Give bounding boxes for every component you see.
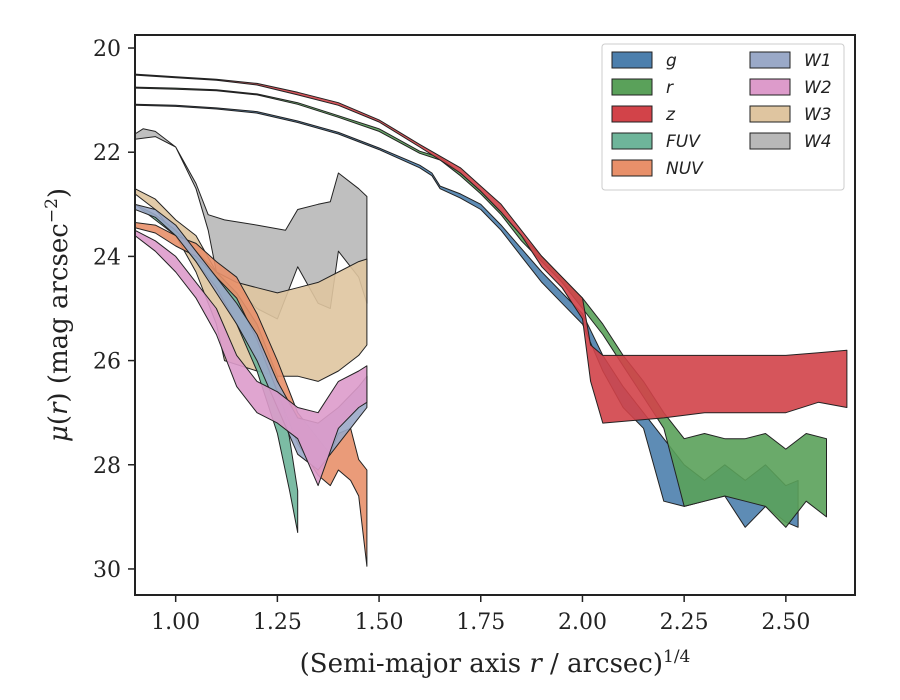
x-tick-label: 1.25 (253, 610, 302, 635)
legend-label-w4: W4 (804, 132, 832, 152)
y-tick-label: 20 (93, 37, 121, 62)
x-axis-label: (Semi-major axis r / arcsec)1/4 (300, 647, 691, 679)
x-tick-label: 2.00 (558, 610, 607, 635)
x-tick-label: 2.25 (660, 610, 709, 635)
legend-label-w3: W3 (804, 105, 832, 125)
legend-swatch-g (611, 51, 653, 69)
band-w2 (135, 229, 368, 487)
y-axis-ticks: 20 22 24 26 28 30 (93, 37, 135, 583)
y-tick-label: 22 (93, 141, 121, 166)
x-axis-ticks: 1.00 1.25 1.50 1.75 2.00 2.25 2.50 (151, 595, 810, 635)
legend-swatch-w1 (749, 51, 791, 69)
legend-label-nuv: NUV (666, 159, 704, 179)
legend-label-fuv: FUV (666, 132, 701, 152)
series-bands (135, 73, 848, 567)
y-tick-label: 28 (93, 454, 121, 479)
x-tick-label: 1.50 (355, 610, 404, 635)
legend-swatch-r (611, 78, 653, 96)
x-tick-label: 1.75 (456, 610, 505, 635)
legend-label-z: z (665, 105, 676, 125)
y-tick-label: 24 (93, 245, 121, 270)
legend-swatch-w4 (749, 132, 791, 150)
legend-label-w1: W1 (804, 51, 832, 71)
legend-label-w2: W2 (804, 78, 832, 98)
y-tick-label: 26 (93, 350, 121, 375)
x-tick-label: 1.00 (151, 610, 200, 635)
legend-label-r: r (666, 78, 674, 98)
legend-label-g: g (666, 51, 677, 71)
y-axis-label: μ(r) (mag arcsec−2) (42, 188, 74, 442)
legend-swatch-z (611, 105, 653, 123)
band-z (135, 73, 848, 424)
y-tick-label: 30 (93, 558, 121, 583)
legend-swatch-w3 (749, 105, 791, 123)
legend-swatch-fuv (611, 132, 653, 150)
legend: grz FUV NUV W1 W2 W3 W4 (601, 43, 845, 191)
legend-swatch-w2 (749, 78, 791, 96)
x-tick-label: 2.50 (761, 610, 810, 635)
plot-frame (134, 34, 856, 596)
legend-swatch-nuv (611, 159, 653, 177)
band-w1 (135, 203, 368, 471)
